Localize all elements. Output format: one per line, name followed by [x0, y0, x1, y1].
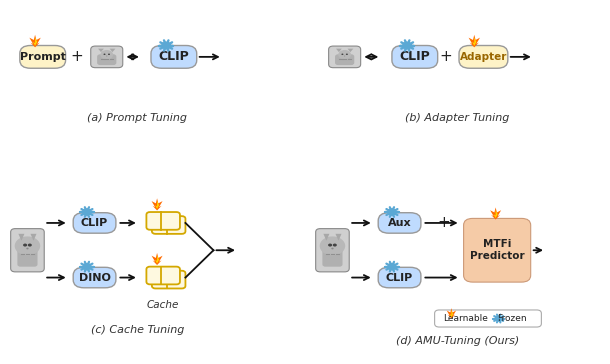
Text: (c) Cache Tuning: (c) Cache Tuning	[90, 325, 184, 335]
Polygon shape	[472, 37, 476, 46]
Text: DINO: DINO	[79, 273, 110, 282]
FancyBboxPatch shape	[316, 229, 349, 272]
FancyBboxPatch shape	[152, 271, 185, 288]
FancyBboxPatch shape	[392, 46, 437, 68]
FancyBboxPatch shape	[146, 266, 180, 284]
Circle shape	[85, 266, 88, 268]
Circle shape	[23, 244, 27, 246]
Polygon shape	[348, 49, 353, 52]
Text: MTFi
Predictor: MTFi Predictor	[470, 240, 525, 261]
Text: CLIP: CLIP	[386, 273, 413, 282]
Text: (a) Prompt Tuning: (a) Prompt Tuning	[87, 113, 187, 123]
Text: Cache: Cache	[147, 300, 179, 310]
Text: (d) AMU-Tuning (Ours): (d) AMU-Tuning (Ours)	[396, 336, 519, 346]
Text: Learnable: Learnable	[443, 314, 487, 323]
FancyBboxPatch shape	[378, 267, 421, 288]
Text: Adapter: Adapter	[460, 52, 507, 62]
Polygon shape	[493, 210, 498, 218]
FancyBboxPatch shape	[73, 213, 116, 233]
FancyBboxPatch shape	[146, 212, 180, 230]
Circle shape	[26, 248, 29, 249]
FancyBboxPatch shape	[91, 46, 123, 68]
FancyBboxPatch shape	[329, 46, 361, 68]
FancyBboxPatch shape	[459, 46, 508, 68]
Circle shape	[498, 318, 500, 319]
Polygon shape	[468, 35, 480, 47]
FancyBboxPatch shape	[378, 213, 421, 233]
Polygon shape	[447, 308, 456, 318]
Circle shape	[346, 54, 348, 55]
Polygon shape	[151, 253, 163, 265]
Text: Prompt: Prompt	[20, 52, 66, 62]
Circle shape	[406, 44, 409, 47]
Circle shape	[342, 54, 343, 55]
Circle shape	[15, 237, 40, 256]
Circle shape	[320, 237, 345, 256]
Circle shape	[331, 248, 334, 249]
Polygon shape	[450, 310, 453, 317]
FancyBboxPatch shape	[151, 46, 196, 68]
Polygon shape	[29, 35, 41, 47]
Polygon shape	[33, 37, 37, 46]
Text: +: +	[439, 50, 451, 64]
FancyBboxPatch shape	[97, 54, 117, 65]
Polygon shape	[110, 49, 115, 52]
Text: (b) Adapter Tuning: (b) Adapter Tuning	[405, 113, 510, 123]
Text: Aux: Aux	[388, 218, 411, 228]
Circle shape	[390, 211, 393, 213]
Polygon shape	[336, 234, 342, 241]
Polygon shape	[98, 49, 104, 52]
FancyBboxPatch shape	[152, 216, 185, 234]
Circle shape	[108, 54, 110, 55]
Polygon shape	[151, 198, 163, 210]
FancyBboxPatch shape	[322, 245, 343, 267]
FancyBboxPatch shape	[17, 245, 38, 267]
Polygon shape	[18, 234, 24, 241]
Polygon shape	[155, 255, 159, 264]
Circle shape	[101, 50, 113, 59]
Text: CLIP: CLIP	[400, 50, 430, 63]
Text: CLIP: CLIP	[81, 218, 108, 228]
Text: Frozen: Frozen	[498, 314, 527, 323]
Circle shape	[333, 244, 337, 246]
FancyBboxPatch shape	[20, 46, 66, 68]
Circle shape	[339, 50, 351, 59]
Polygon shape	[490, 207, 501, 219]
Polygon shape	[323, 234, 329, 241]
FancyBboxPatch shape	[335, 54, 354, 65]
Circle shape	[104, 54, 106, 55]
Text: CLIP: CLIP	[159, 50, 189, 63]
Polygon shape	[155, 201, 159, 209]
Circle shape	[390, 266, 393, 268]
Polygon shape	[336, 49, 342, 52]
Polygon shape	[30, 234, 37, 241]
Circle shape	[165, 44, 168, 47]
FancyBboxPatch shape	[464, 218, 531, 282]
Circle shape	[28, 244, 32, 246]
Circle shape	[328, 244, 332, 246]
FancyBboxPatch shape	[10, 229, 45, 272]
FancyBboxPatch shape	[73, 267, 116, 288]
Text: +: +	[70, 50, 82, 64]
Circle shape	[85, 211, 88, 213]
FancyBboxPatch shape	[434, 310, 542, 327]
Text: +: +	[437, 215, 450, 230]
